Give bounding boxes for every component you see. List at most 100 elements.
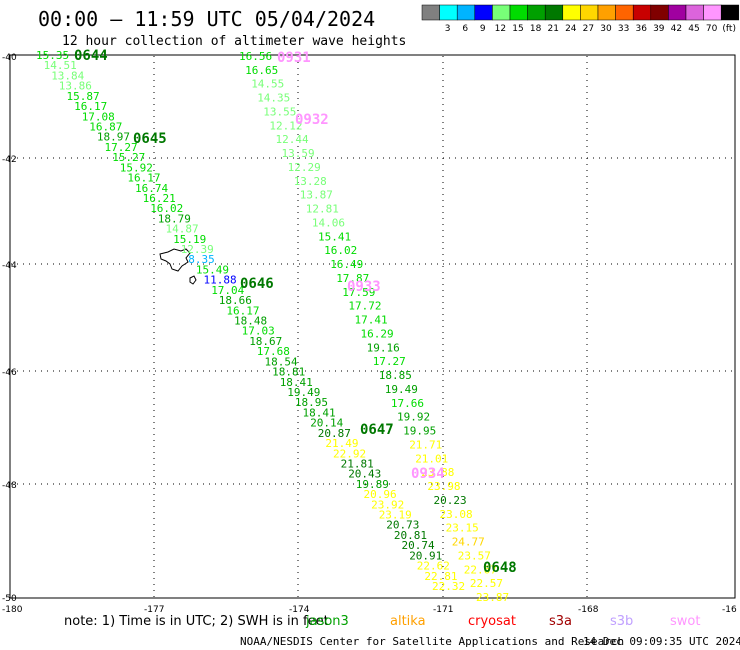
- wave-height-value: 24.77: [452, 536, 485, 549]
- legend-label: 12: [495, 24, 506, 34]
- page-title: 00:00 — 11:59 UTC 05/04/2024: [38, 7, 375, 31]
- x-tick-label: -16: [722, 605, 737, 615]
- credit-text: NOAA/NESDIS Center for Satellite Applica…: [240, 635, 624, 648]
- wave-height-value: 17.03: [242, 325, 275, 338]
- wave-height-value: 16.17: [127, 172, 160, 185]
- wave-height-value: 17.68: [257, 345, 290, 358]
- wave-height-value: 12.29: [288, 161, 321, 174]
- wave-height-value: 15.27: [112, 151, 145, 164]
- legend-swatch: [474, 4, 493, 21]
- wave-height-value: 23.92: [371, 498, 404, 511]
- wave-height-value: 16.17: [74, 100, 107, 113]
- wave-height-value: 23.98: [427, 480, 460, 493]
- wave-height-value: 13.86: [59, 80, 92, 93]
- wave-height-value: 16.02: [324, 244, 357, 257]
- generated-timestamp: 14 Dec 09:09:35 UTC 2024: [583, 635, 740, 648]
- wave-height-value: 18.54: [265, 355, 298, 368]
- wave-height-value: 16.21: [143, 192, 176, 205]
- pass-time-label: 0931: [277, 50, 311, 66]
- legend-swatch: [492, 4, 511, 21]
- wave-height-value: 18.95: [295, 396, 328, 409]
- wave-height-value: 22.92: [333, 447, 366, 460]
- y-tick-label: -46: [2, 368, 17, 378]
- wave-height-value: 16.87: [89, 121, 122, 134]
- legend-swatch: [421, 4, 440, 21]
- wave-height-value: 16.29: [361, 327, 394, 340]
- legend-swatch: [580, 4, 599, 21]
- legend-swatch: [527, 4, 546, 21]
- x-tick-label: -177: [144, 605, 164, 615]
- pass-time-label: 0934: [411, 466, 445, 482]
- legend-swatch: [544, 4, 564, 21]
- wave-height-value: 13.28: [294, 175, 327, 188]
- wave-height-value: 18.41: [303, 406, 336, 419]
- wave-height-value: 14.06: [312, 217, 345, 230]
- y-tick-label: -40: [2, 53, 17, 63]
- wave-height-value: 18.48: [234, 315, 267, 328]
- sat-swot: swot: [670, 614, 700, 629]
- legend-swatch: [456, 4, 476, 21]
- wave-height-value: 16.02: [150, 202, 183, 215]
- legend-label: 6: [462, 24, 468, 34]
- legend-label: 42: [671, 24, 682, 34]
- wave-height-value: 16.65: [245, 64, 278, 77]
- legend-label: 39: [653, 24, 665, 34]
- track-swot-0931: 16.5616.6514.5514.3513.5512.1212.4413.59…: [239, 50, 509, 604]
- legend-label: 24: [565, 24, 577, 34]
- wave-height-value: 13.55: [263, 106, 296, 119]
- wave-height-value: 18.41: [280, 376, 313, 389]
- wave-height-value: 17.87: [336, 272, 369, 285]
- legend-swatch: [509, 4, 528, 21]
- wave-height-value: 14.55: [251, 78, 284, 91]
- wave-height-value: 19.92: [397, 411, 430, 424]
- satellite-key: jason3 altika cryosat s3a s3b swot: [305, 614, 700, 629]
- legend-swatch: [632, 4, 652, 21]
- wave-height-value: 12.44: [276, 133, 309, 146]
- wave-height-value: 22.32: [432, 580, 465, 593]
- wave-height-value: 18.79: [158, 212, 191, 225]
- x-tick-label: -171: [433, 605, 453, 615]
- sat-altika: altika: [390, 614, 426, 629]
- wave-height-value: 20.81: [394, 529, 427, 542]
- wave-height-value: 15.19: [173, 233, 206, 246]
- wave-height-value: 15.41: [318, 230, 351, 243]
- wave-height-value: 15.35: [36, 49, 69, 62]
- wave-height-value: 16.49: [330, 258, 363, 271]
- legend-label: 15: [512, 24, 523, 34]
- legend-label: 9: [480, 24, 486, 34]
- pass-time-label: 0933: [347, 279, 381, 295]
- legend-swatch: [668, 4, 687, 21]
- y-tick-label: -44: [2, 261, 17, 271]
- sat-jason3: jason3: [305, 614, 349, 629]
- legend-label: 36: [635, 24, 647, 34]
- wave-height-value: 18.66: [219, 294, 252, 307]
- wave-height-value: 13.84: [51, 69, 84, 82]
- wave-height-value: 17.08: [82, 110, 115, 123]
- wave-height-value: 20.96: [364, 488, 397, 501]
- x-tick-label: -174: [289, 605, 310, 615]
- wave-height-value: 11.88: [204, 274, 237, 287]
- pass-time-label: 0645: [133, 131, 167, 147]
- wave-height-value: 21.49: [325, 437, 358, 450]
- legend-swatch: [597, 4, 616, 21]
- wave-height-value: 19.89: [356, 478, 389, 491]
- sat-s3b: s3b: [610, 614, 633, 629]
- legend-label: 30: [600, 24, 612, 34]
- wave-height-value: 15.92: [120, 161, 153, 174]
- legend-label: 3: [445, 24, 451, 34]
- x-axis-labels: -180 -177 -174 -171 -168 -16: [2, 605, 737, 615]
- wave-height-value: 22.67: [464, 563, 497, 576]
- wave-height-value: 20.14: [310, 417, 343, 430]
- wave-height-value: 19.49: [287, 386, 320, 399]
- page-subtitle: 12 hour collection of altimeter wave hei…: [62, 34, 406, 49]
- y-axis-labels: -40 -42 -44 -46 -48 -50: [2, 53, 17, 604]
- wave-height-value: 16.17: [226, 304, 259, 317]
- wave-height-value: 20.23: [434, 494, 467, 507]
- legend-swatch: [720, 4, 740, 21]
- wave-height-value: 22.62: [417, 560, 450, 573]
- pass-time-label: 0646: [240, 276, 274, 292]
- wave-height-value: 23.19: [379, 509, 412, 522]
- legend-label: 18: [530, 24, 542, 34]
- wave-height-value: 20.43: [348, 468, 381, 481]
